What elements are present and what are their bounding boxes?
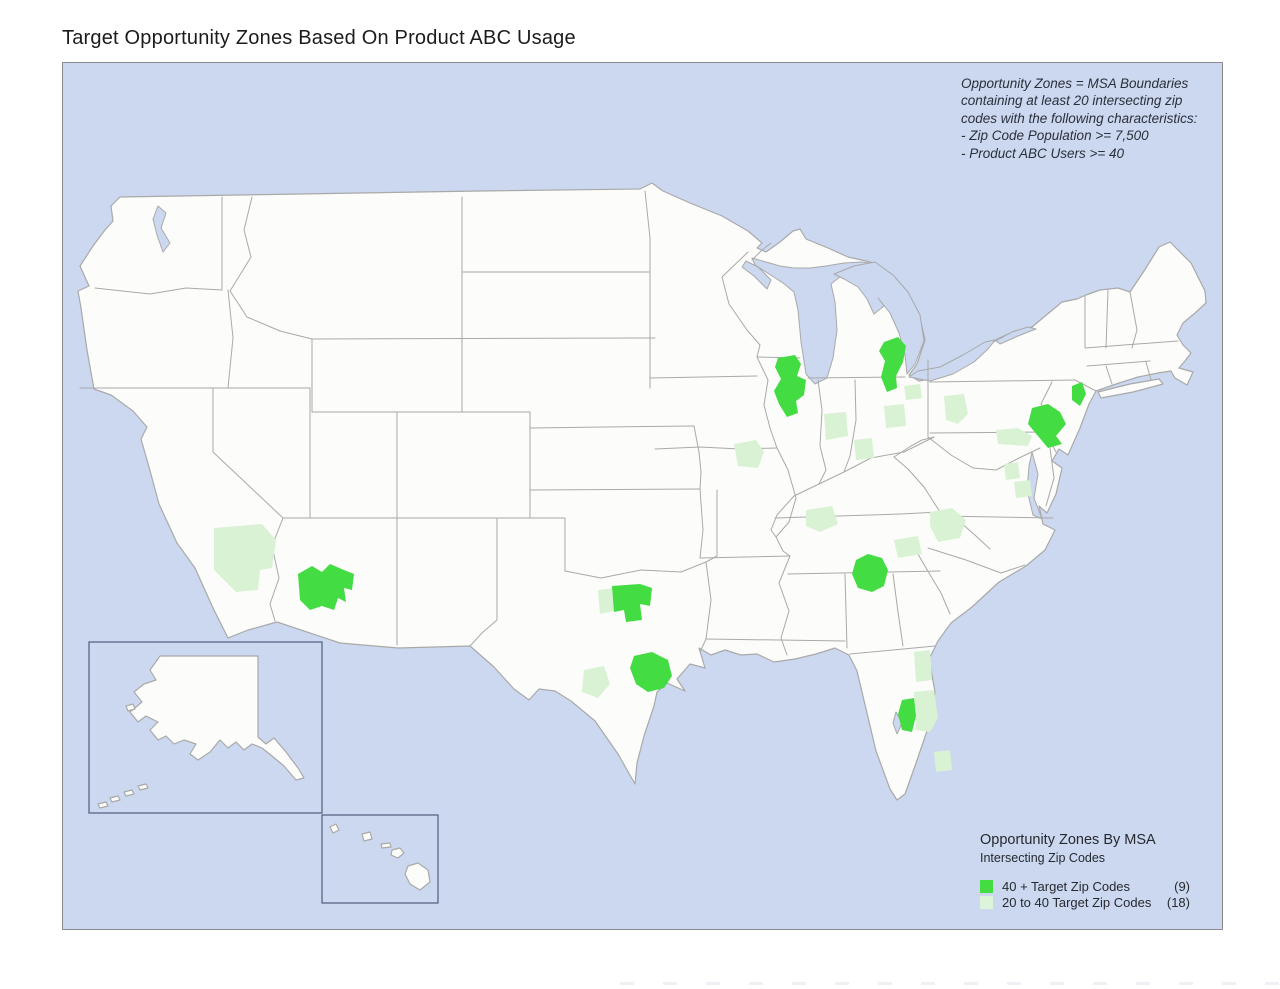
annotation-line: codes with the following characteristics… xyxy=(961,110,1198,126)
aleutian-islands xyxy=(97,703,149,809)
map-annotation: Opportunity Zones = MSA Boundaries conta… xyxy=(961,75,1241,162)
alaska-inset xyxy=(88,641,323,814)
legend-swatch-20to40 xyxy=(980,895,993,909)
lake-huron xyxy=(833,261,925,375)
lake-michigan xyxy=(751,257,877,385)
legend-title: Opportunity Zones By MSA xyxy=(980,832,1156,848)
msa-20to40-regions xyxy=(214,384,1032,772)
hawaii-islands xyxy=(329,823,431,891)
alaska xyxy=(129,655,305,781)
legend-swatch-40plus xyxy=(980,879,993,893)
annotation-line: - Zip Code Population >= 7,500 xyxy=(961,128,1149,144)
lake-ontario xyxy=(995,326,1037,345)
page-title: Target Opportunity Zones Based On Produc… xyxy=(62,27,576,49)
legend-row-40plus: 40 + Target Zip Codes (9) xyxy=(980,878,1250,894)
map-canvas: Opportunity Zones = MSA Boundaries conta… xyxy=(62,62,1223,930)
legend-row-20to40: 20 to 40 Target Zip Codes (18) xyxy=(980,894,1250,910)
us-map xyxy=(77,182,1207,904)
annotation-line: Opportunity Zones = MSA Boundaries xyxy=(961,76,1189,91)
hawaii-inset xyxy=(321,814,439,904)
legend-count: (9) xyxy=(1174,878,1190,894)
puget-sound xyxy=(152,205,171,253)
legend-subtitle: Intersecting Zip Codes xyxy=(980,851,1106,865)
annotation-line: containing at least 20 intersecting zip xyxy=(961,93,1183,109)
map-legend: Opportunity Zones By MSA Intersecting Zi… xyxy=(980,832,1250,910)
annotation-line: - Product ABC Users >= 40 xyxy=(961,145,1125,161)
chesapeake-bay xyxy=(1026,451,1043,520)
msa-40plus-regions xyxy=(298,337,1086,732)
long-island xyxy=(1097,378,1164,399)
lake-erie xyxy=(908,339,996,382)
legend-label: 20 to 40 Target Zip Codes xyxy=(1002,894,1152,910)
legend-count: (18) xyxy=(1166,894,1190,910)
legend-label: 40 + Target Zip Codes xyxy=(1002,878,1131,894)
green-bay xyxy=(741,260,772,290)
page-bottom-artifact xyxy=(620,982,1280,985)
